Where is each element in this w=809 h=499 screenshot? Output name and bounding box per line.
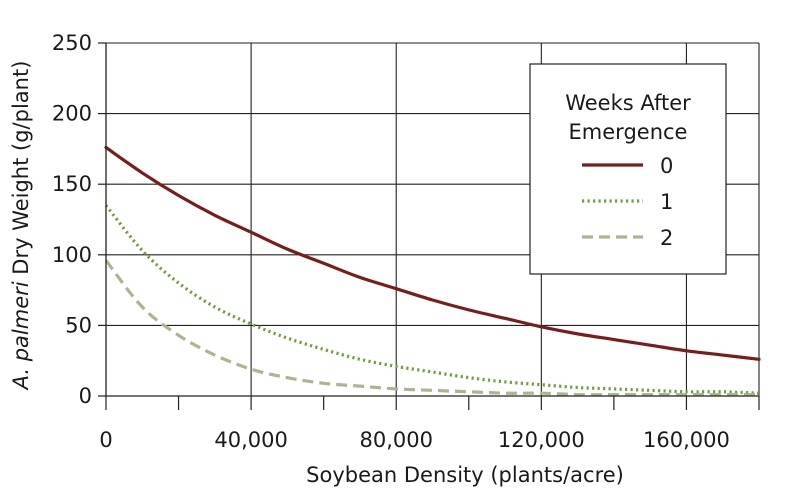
legend-label-2: 2 [660, 226, 673, 250]
axes [98, 42, 760, 410]
y-axis-title-rest: Dry Weight (g/plant) [9, 61, 33, 282]
y-tick-labels: 0 50 100 150 200 250 [52, 31, 92, 408]
y-tick-label: 100 [52, 243, 92, 267]
y-tick-label: 50 [65, 313, 92, 337]
legend-title-line2: Emergence [569, 120, 688, 144]
y-tick-label: 250 [52, 31, 92, 55]
series-line-2 [104, 259, 759, 397]
y-axis-title: A. palmeri Dry Weight (g/plant) [9, 61, 33, 392]
series-lines [104, 145, 761, 397]
x-tick-label: 80,000 [359, 428, 432, 452]
x-tick-label: 0 [99, 428, 112, 452]
x-tick-labels: 0 40,000 80,000 120,000 160,000 [99, 428, 730, 452]
y-tick-label: 150 [52, 172, 92, 196]
legend: Weeks After Emergence 0 1 2 [529, 63, 727, 275]
series-line-1 [104, 204, 760, 395]
y-tick-label: 200 [52, 102, 92, 126]
legend-title-line1: Weeks After [565, 91, 691, 115]
x-axis-title: Soybean Density (plants/acre) [306, 463, 624, 487]
y-tick-label: 0 [79, 384, 92, 408]
legend-label-1: 1 [660, 190, 673, 214]
x-tick-label: 160,000 [643, 428, 730, 452]
legend-label-0: 0 [660, 154, 673, 178]
legend-box [529, 63, 727, 275]
x-tick-label: 120,000 [498, 428, 585, 452]
x-tick-label: 40,000 [214, 428, 287, 452]
y-axis-title-italic: A. palmeri [9, 281, 33, 391]
series-line-0 [104, 145, 761, 361]
legend-entries: 0 1 2 [582, 154, 673, 250]
